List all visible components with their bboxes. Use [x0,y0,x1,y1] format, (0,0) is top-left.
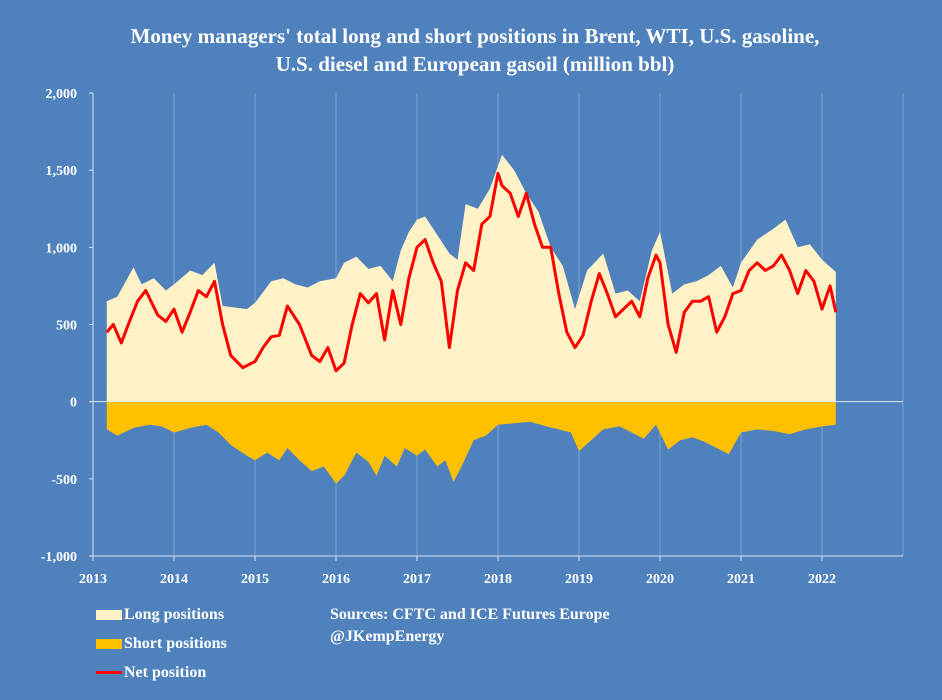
x-tick-label: 2016 [322,572,350,587]
x-tick-label: 2015 [241,572,269,587]
legend-label-short: Short positions [124,634,227,652]
line-series [105,171,838,373]
area-long-positions [106,154,836,402]
y-tick-label: -500 [51,473,77,488]
x-tick-label: 2017 [403,572,431,587]
y-tick-label: 0 [70,396,77,411]
legend-item-long: Long positions [96,600,227,629]
sources-annotation: Sources: CFTC and ICE Futures Europe @JK… [330,604,610,648]
x-tick-label: 2018 [484,572,512,587]
legend-swatch-short [96,638,122,649]
area-series [106,154,836,484]
chart-title: Money managers' total long and short pos… [130,24,820,76]
legend-item-short: Short positions [96,629,227,658]
legend-swatch-net [96,671,122,674]
y-tick-label: -1,000 [41,550,77,565]
x-tick-label: 2020 [646,572,674,587]
x-tick-label: 2021 [727,572,755,587]
author-handle: @JKempEnergy [330,628,445,645]
x-tick-label: 2013 [79,572,107,587]
y-tick-label: 1,500 [46,164,78,179]
legend-label-net: Net position [124,663,207,681]
legend-label-long: Long positions [124,605,225,623]
x-tick-label: 2014 [160,572,188,587]
legend-swatch-long [96,609,122,620]
y-tick-label: 500 [56,319,77,334]
x-tick-label: 2022 [808,572,836,587]
line-net-position [105,171,838,373]
legend: Long positions Short positions Net posit… [96,600,227,687]
sources-text: Sources: CFTC and ICE Futures Europe [330,606,610,623]
legend-item-net: Net position [96,658,227,687]
area-short-positions [106,401,836,484]
y-tick-label: 1,000 [46,241,78,256]
x-tick-label: 2019 [565,572,593,587]
y-tick-label: 2,000 [46,87,78,102]
